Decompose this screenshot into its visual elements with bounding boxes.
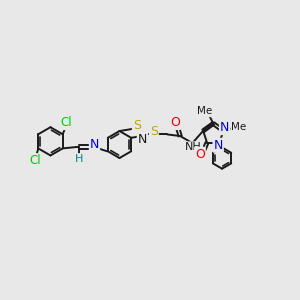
Text: Me: Me [231, 122, 247, 132]
Text: Cl: Cl [61, 116, 72, 129]
Text: S: S [133, 119, 141, 132]
Text: O: O [195, 148, 205, 161]
Text: O: O [170, 116, 180, 129]
Text: Me: Me [197, 106, 212, 116]
Text: N: N [220, 121, 229, 134]
Text: NH: NH [185, 142, 202, 152]
Text: S: S [150, 125, 158, 138]
Text: N: N [90, 138, 99, 151]
Text: N: N [138, 133, 147, 146]
Text: N: N [214, 139, 223, 152]
Text: Cl: Cl [30, 154, 41, 167]
Text: H: H [75, 154, 83, 164]
